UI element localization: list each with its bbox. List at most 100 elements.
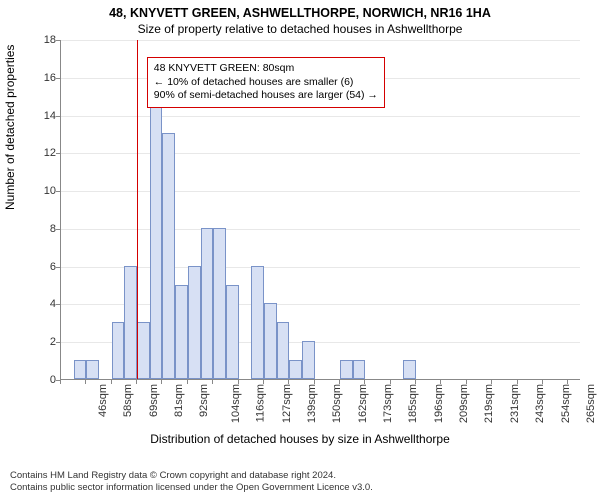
x-tick-label: 139sqm [306,384,318,423]
property-marker-line [137,40,138,379]
x-tick-mark [415,380,416,384]
y-tick-label: 12 [34,147,56,159]
x-tick-label: 254sqm [560,384,572,423]
histogram-bar [289,360,302,379]
x-tick-label: 196sqm [433,384,445,423]
y-tick-mark [56,191,60,192]
chart-title-address: 48, KNYVETT GREEN, ASHWELLTHORPE, NORWIC… [0,6,600,20]
x-tick-label: 127sqm [281,384,293,423]
x-tick-mark [136,380,137,384]
histogram-bar [150,96,163,379]
y-tick-label: 16 [34,72,56,84]
y-tick-label: 10 [34,185,56,197]
histogram-bar [226,285,239,379]
histogram-bar [403,360,416,379]
x-tick-label: 104sqm [230,384,242,423]
gridline-h [61,267,580,268]
histogram-bar [277,322,290,379]
x-tick-label: 162sqm [357,384,369,423]
x-tick-label: 92sqm [198,384,210,417]
gridline-h [61,191,580,192]
gridline-h [61,40,580,41]
histogram-bar [251,266,264,379]
gridline-h [61,116,580,117]
x-tick-label: 81sqm [173,384,185,417]
histogram-bar [162,133,175,379]
histogram-bar [201,228,214,379]
footer-line-1: Contains HM Land Registry data © Crown c… [10,470,373,482]
x-tick-label: 219sqm [484,384,496,423]
x-tick-mark [60,380,61,384]
x-tick-label: 265sqm [585,384,597,423]
y-tick-label: 0 [34,374,56,386]
x-tick-mark [212,380,213,384]
histogram-bar [302,341,315,379]
x-tick-mark [542,380,543,384]
gridline-h [61,229,580,230]
y-tick-label: 2 [34,336,56,348]
x-tick-mark [111,380,112,384]
x-tick-mark [161,380,162,384]
gridline-h [61,304,580,305]
x-tick-label: 243sqm [534,384,546,423]
y-tick-label: 4 [34,298,56,310]
x-tick-mark [238,380,239,384]
footer-attribution: Contains HM Land Registry data © Crown c… [10,470,373,494]
x-tick-mark [517,380,518,384]
x-tick-label: 185sqm [408,384,420,423]
y-tick-mark [56,40,60,41]
x-tick-label: 69sqm [148,384,160,417]
x-tick-label: 209sqm [458,384,470,423]
x-tick-mark [390,380,391,384]
y-tick-mark [56,78,60,79]
histogram-bar [124,266,137,379]
annotation-line-1: 48 KNYVETT GREEN: 80sqm [154,62,378,76]
histogram-bar [74,360,87,379]
chart-plot-area: 48 KNYVETT GREEN: 80sqm ← 10% of detache… [60,40,580,380]
x-tick-mark [491,380,492,384]
x-tick-mark [314,380,315,384]
x-tick-mark [440,380,441,384]
y-tick-mark [56,153,60,154]
x-tick-mark [339,380,340,384]
annotation-line-3: 90% of semi-detached houses are larger (… [154,89,378,103]
x-tick-label: 58sqm [122,384,134,417]
histogram-bar [213,228,226,379]
histogram-bar [353,360,366,379]
x-tick-label: 231sqm [509,384,521,423]
y-tick-mark [56,342,60,343]
x-tick-mark [288,380,289,384]
x-tick-mark [187,380,188,384]
histogram-bar [264,303,277,379]
y-tick-mark [56,267,60,268]
histogram-bar [137,322,150,379]
y-tick-mark [56,229,60,230]
x-tick-label: 46sqm [97,384,109,417]
x-tick-mark [85,380,86,384]
x-tick-label: 173sqm [382,384,394,423]
chart-title-subtitle: Size of property relative to detached ho… [0,22,600,36]
x-tick-mark [466,380,467,384]
x-tick-label: 116sqm [255,384,267,422]
x-tick-mark [567,380,568,384]
x-axis-label: Distribution of detached houses by size … [0,432,600,446]
annotation-line-2: ← 10% of detached houses are smaller (6) [154,76,378,90]
histogram-bar [175,285,188,379]
histogram-bar [86,360,99,379]
y-tick-label: 14 [34,110,56,122]
y-tick-label: 18 [34,34,56,46]
footer-line-2: Contains public sector information licen… [10,482,373,494]
y-tick-label: 8 [34,223,56,235]
y-tick-mark [56,304,60,305]
x-tick-mark [364,380,365,384]
y-axis-label: Number of detached properties [3,45,17,210]
gridline-h [61,153,580,154]
histogram-bar [112,322,125,379]
y-tick-mark [56,116,60,117]
x-tick-label: 150sqm [331,384,343,423]
histogram-bar [340,360,353,379]
y-tick-label: 6 [34,261,56,273]
histogram-bar [188,266,201,379]
annotation-box: 48 KNYVETT GREEN: 80sqm ← 10% of detache… [147,57,385,108]
x-tick-mark [263,380,264,384]
